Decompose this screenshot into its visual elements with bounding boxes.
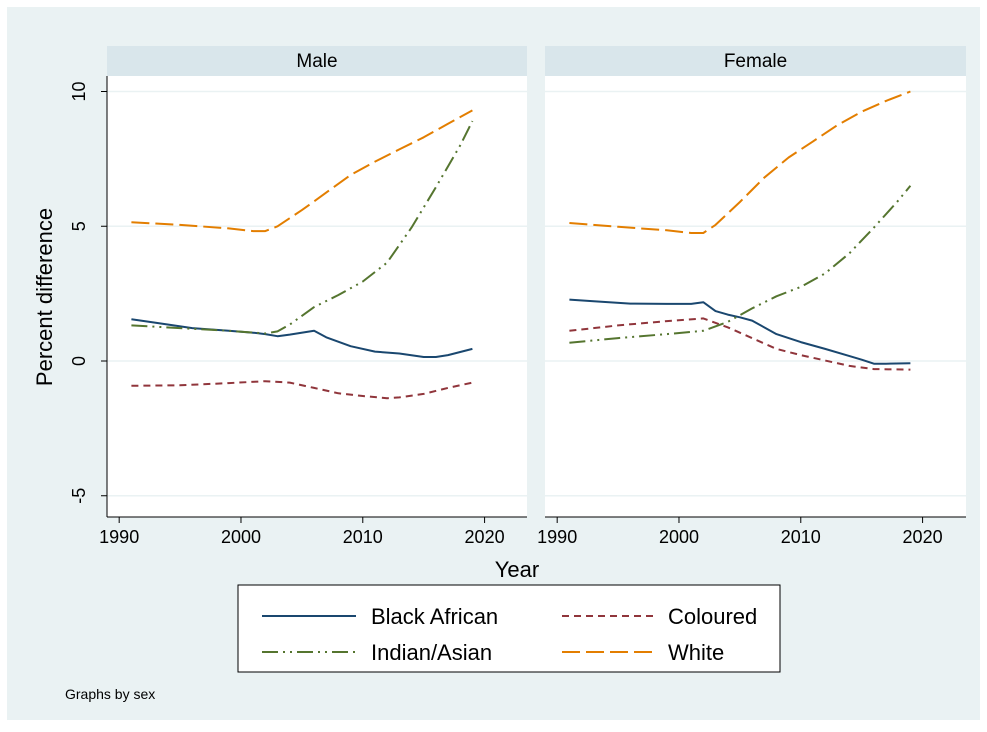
- x-tick-label: 2010: [343, 527, 383, 547]
- x-tick-label: 2020: [465, 527, 505, 547]
- series-line-indian-asian-male: [131, 120, 474, 335]
- plot-area-male: [107, 76, 527, 517]
- series-line-coloured-male: [131, 380, 473, 400]
- y-tick-label: 5: [69, 221, 89, 231]
- x-tick-label: 1990: [99, 527, 139, 547]
- panel-title-male: Male: [296, 51, 337, 72]
- series-line-white-male: [131, 109, 473, 233]
- series-line-black-african-female: [569, 298, 911, 365]
- legend-label-black-african: Black African: [371, 604, 498, 629]
- legend-box: [237, 584, 781, 673]
- legend-label-white: White: [668, 640, 724, 665]
- x-tick-label: 2020: [903, 527, 943, 547]
- legend-label-coloured: Coloured: [668, 604, 757, 629]
- y-tick-label: -5: [69, 488, 89, 504]
- plot-area-female: [545, 76, 966, 517]
- x-tick-label: 1990: [537, 527, 577, 547]
- panel-strip-female: [545, 46, 966, 76]
- axes: 1990 2000 2010 2020 -5 0 5 10 1990 2000 2010 2020: [69, 76, 966, 547]
- y-axis-title: Percent difference: [32, 208, 57, 386]
- x-tick-label: 2000: [221, 527, 261, 547]
- x-axis-title: Year: [495, 557, 539, 582]
- series-lines: [131, 90, 912, 400]
- series-line-indian-asian-female: [569, 185, 912, 344]
- legend-label-indian-asian: Indian/Asian: [371, 640, 492, 665]
- y-tick-label: 10: [69, 81, 89, 101]
- y-tick-label: 0: [69, 356, 89, 366]
- series-line-coloured-female: [569, 317, 911, 371]
- panel-title-female: Female: [724, 51, 787, 72]
- legend: Black African Coloured Indian/Asian White: [262, 604, 757, 665]
- x-tick-label: 2000: [659, 527, 699, 547]
- gridlines: [107, 90, 966, 497]
- series-line-white-female: [569, 90, 911, 234]
- panel-strip-male: [107, 46, 527, 76]
- graphs-by-note: Graphs by sex: [65, 686, 155, 702]
- x-tick-label: 2010: [781, 527, 821, 547]
